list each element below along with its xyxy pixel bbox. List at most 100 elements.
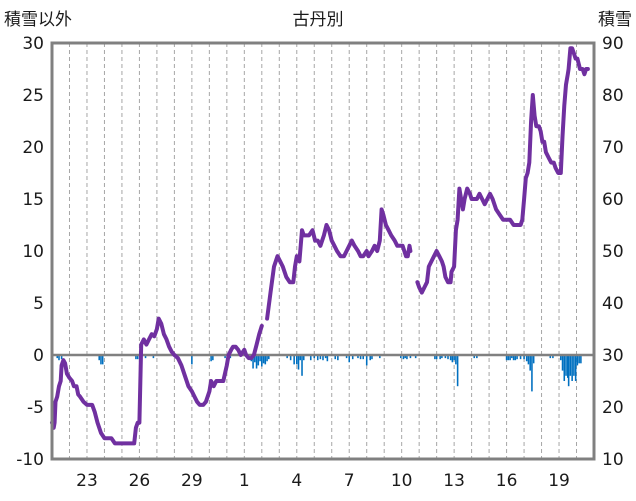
precipitation-bars xyxy=(56,355,582,392)
left-tick-label: -10 xyxy=(16,450,44,470)
precip-bar xyxy=(532,355,535,364)
precip-bar xyxy=(505,355,508,361)
precip-bar xyxy=(309,355,312,361)
precip-bar xyxy=(509,355,511,361)
precip-bar xyxy=(299,355,302,361)
precip-bar xyxy=(561,355,564,371)
right-tick-label: 10 xyxy=(602,450,624,470)
precip-bar xyxy=(264,355,267,365)
precip-bar xyxy=(527,355,530,365)
right-axis-label: 積雪 xyxy=(598,10,632,30)
precip-bar xyxy=(559,355,562,361)
precip-bar xyxy=(404,355,406,359)
precip-bar xyxy=(293,355,295,365)
precip-bar xyxy=(402,355,405,360)
precip-bar xyxy=(369,355,371,361)
precip-bar xyxy=(266,355,268,362)
grid xyxy=(68,43,578,459)
precip-bar xyxy=(507,355,510,361)
precip-bar xyxy=(268,355,270,360)
x-axis-ticks: 23 26 29 1 4 7 10 13 16 19 xyxy=(76,471,570,491)
precip-bar xyxy=(571,355,573,381)
precip-bar xyxy=(580,355,582,364)
precip-bar xyxy=(257,355,260,366)
right-tick-label: 50 xyxy=(602,242,624,262)
precip-bar xyxy=(56,355,59,359)
series-line xyxy=(265,207,413,321)
precip-bar xyxy=(289,355,292,361)
left-tick-label: 20 xyxy=(22,138,44,158)
x-tick-label: 4 xyxy=(291,471,302,491)
precip-bar xyxy=(100,355,102,365)
x-tick-label: 19 xyxy=(548,471,570,491)
precip-bar xyxy=(297,355,300,370)
precip-bar xyxy=(365,355,368,366)
precip-bar xyxy=(531,355,533,392)
x-tick-label: 10 xyxy=(391,471,413,491)
precip-bar xyxy=(435,355,438,360)
precip-bar xyxy=(152,355,155,359)
precip-bar xyxy=(262,355,265,364)
precip-bar xyxy=(473,355,476,359)
x-tick-label: 23 xyxy=(76,471,98,491)
precip-bar xyxy=(406,355,408,360)
precip-bar xyxy=(351,355,354,360)
right-tick-label: 40 xyxy=(602,294,624,314)
chart-title: 古丹別 xyxy=(293,10,344,30)
precip-bar xyxy=(135,355,137,360)
precip-bar xyxy=(455,355,457,365)
precip-bar xyxy=(210,355,212,362)
precip-bar xyxy=(259,355,261,362)
precip-bar xyxy=(549,355,552,359)
right-tick-label: 90 xyxy=(602,34,624,54)
precip-bar xyxy=(254,355,256,363)
precip-bar xyxy=(345,355,348,359)
left-tick-label: 15 xyxy=(22,190,44,210)
left-tick-label: -5 xyxy=(27,398,44,418)
precip-bar xyxy=(574,355,577,381)
precip-bar xyxy=(476,355,478,359)
precip-bar xyxy=(319,355,322,360)
x-tick-label: 7 xyxy=(344,471,355,491)
precip-bar xyxy=(313,355,316,359)
precip-bar xyxy=(301,355,303,376)
precip-bar xyxy=(569,355,572,376)
data-lines xyxy=(50,46,590,446)
x-tick-label: 29 xyxy=(181,471,203,491)
precip-bar xyxy=(252,355,254,369)
precip-bar xyxy=(302,355,305,361)
right-tick-label: 20 xyxy=(602,398,624,418)
precip-bar xyxy=(337,355,339,361)
precip-bar xyxy=(58,355,60,361)
precip-bar xyxy=(523,355,525,360)
left-tick-label: 25 xyxy=(22,86,44,106)
precip-bar xyxy=(519,355,522,360)
x-tick-label: 26 xyxy=(129,471,151,491)
precip-bar xyxy=(326,355,329,362)
precip-bar xyxy=(316,355,319,361)
precip-bar xyxy=(224,355,226,359)
precip-bar xyxy=(362,355,364,360)
x-tick-label: 16 xyxy=(496,471,518,491)
precip-bar xyxy=(144,355,147,359)
series-line xyxy=(50,316,264,446)
precip-bar xyxy=(295,355,298,365)
right-tick-label: 80 xyxy=(602,86,624,106)
left-tick-label: 5 xyxy=(33,294,44,314)
precip-bar xyxy=(451,355,454,363)
precip-bar xyxy=(565,355,567,376)
precip-bar xyxy=(98,355,100,361)
left-tick-label: 0 xyxy=(33,346,44,366)
precip-bar xyxy=(434,355,436,360)
right-tick-label: 70 xyxy=(602,138,624,158)
precip-bar xyxy=(578,355,580,364)
precip-bar xyxy=(322,355,324,361)
right-axis-ticks: 90 80 70 60 50 40 30 20 10 xyxy=(602,34,624,470)
series-line xyxy=(415,46,590,295)
precip-bar xyxy=(191,355,193,365)
left-tick-label: 10 xyxy=(22,242,44,262)
precip-bar xyxy=(566,355,569,378)
precip-bar xyxy=(441,355,443,359)
